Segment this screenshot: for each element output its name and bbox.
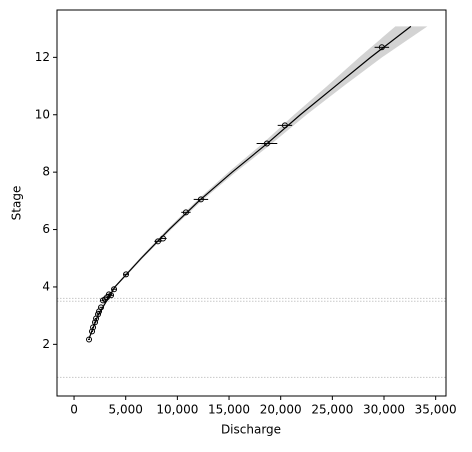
y-tick-label: 12 xyxy=(35,50,50,64)
x-tick-label: 20,000 xyxy=(260,403,302,417)
data-point xyxy=(281,122,288,129)
data-point xyxy=(86,336,93,343)
x-tick-label: 10,000 xyxy=(156,403,198,417)
x-tick-label: 0 xyxy=(70,403,78,417)
data-point xyxy=(92,319,99,326)
x-tick-label: 35,000 xyxy=(415,403,457,417)
data-point xyxy=(197,196,204,203)
data-point xyxy=(111,286,118,293)
x-tick-label: 30,000 xyxy=(363,403,405,417)
y-tick-label: 4 xyxy=(42,279,50,293)
y-tick-label: 6 xyxy=(42,222,50,236)
data-point xyxy=(90,324,97,331)
data-point xyxy=(108,292,115,299)
x-axis-label: Discharge xyxy=(221,423,281,437)
data-point xyxy=(98,304,105,311)
x-tick-label: 15,000 xyxy=(208,403,250,417)
data-point xyxy=(182,209,189,216)
y-tick-label: 10 xyxy=(35,107,50,121)
y-tick-label: 2 xyxy=(42,337,50,351)
x-tick-label: 5,000 xyxy=(109,403,143,417)
y-axis-label: Stage xyxy=(10,186,24,221)
plot-frame xyxy=(56,9,447,397)
rating-curve xyxy=(88,25,412,339)
data-point xyxy=(89,328,96,335)
data-point xyxy=(160,235,167,242)
x-tick-label: 25,000 xyxy=(311,403,353,417)
y-tick-label: 8 xyxy=(42,165,50,179)
confidence-band xyxy=(88,26,428,339)
data-point xyxy=(123,271,130,278)
data-point xyxy=(378,44,385,51)
data-point xyxy=(154,238,161,245)
data-point xyxy=(263,140,270,147)
